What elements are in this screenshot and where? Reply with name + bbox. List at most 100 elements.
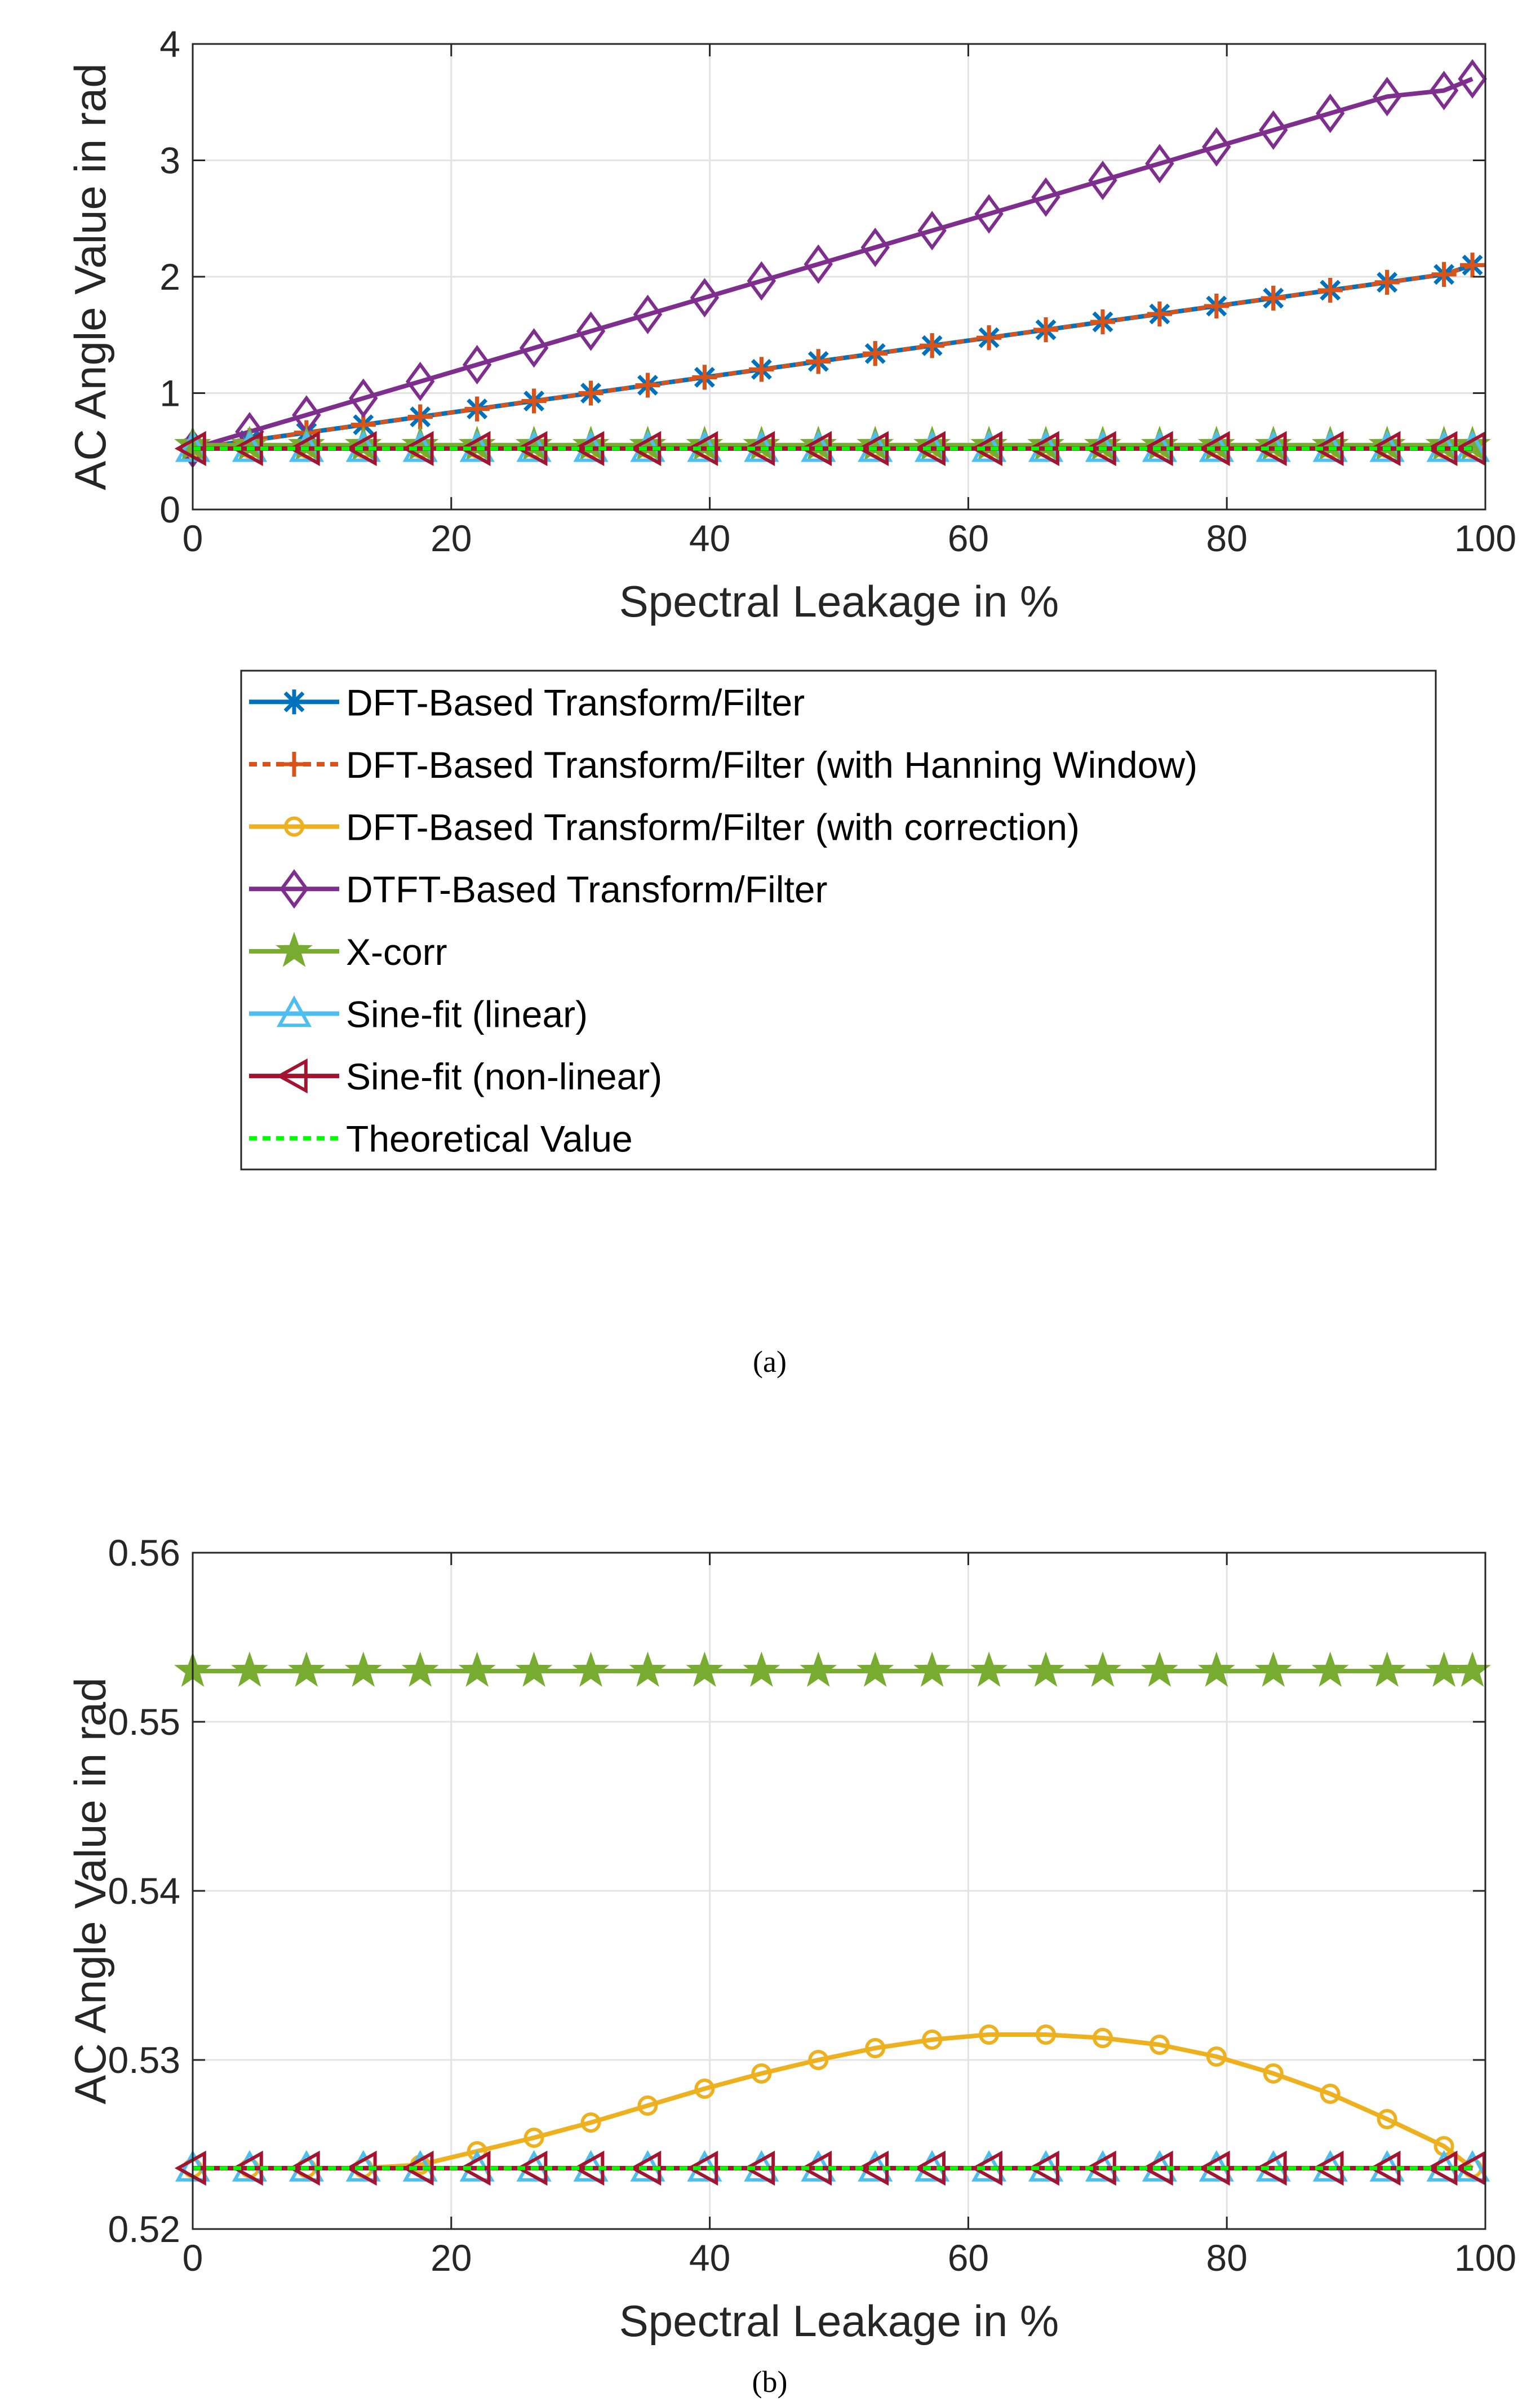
- data-point-hanning-5: [464, 396, 490, 422]
- data-point-hanning-9: [692, 365, 717, 390]
- ticks: 0 20 40 60 80 100 0 1 2 3 4: [159, 23, 1516, 559]
- legend-label-xcorr: X-corr: [346, 931, 447, 973]
- data-point-correction-11: [808, 2050, 829, 2070]
- data-point-correction-12: [865, 2038, 886, 2058]
- data-point-hanning-8: [635, 373, 660, 398]
- data-point-xcorr-7: [572, 1651, 610, 1687]
- data-point-sine_nonlinear-20: [1312, 2150, 1344, 2186]
- data-point-xcorr-23: [1454, 1651, 1491, 1687]
- data-point-dtft-6: [519, 328, 549, 368]
- data-point-dtft-22: [1429, 70, 1459, 110]
- data-point-xcorr-12: [856, 1651, 894, 1687]
- y-tick-label-0: 0.52: [108, 2208, 180, 2250]
- data-point-dtft-8: [633, 294, 663, 334]
- x-tick-label-2: 40: [689, 517, 730, 559]
- legend-box: [240, 670, 1437, 1171]
- data-point-xcorr-5: [458, 1651, 496, 1687]
- legend-marker-xcorr: [276, 932, 313, 967]
- legend-label-correction: DFT-Based Transform/Filter (with correct…: [346, 807, 1080, 848]
- data-point-dtft-13: [917, 211, 947, 251]
- data-point-sine_nonlinear-10: [743, 2150, 775, 2186]
- data-point-hanning-14: [977, 325, 1002, 351]
- data-point-sine_nonlinear-14: [970, 2150, 1002, 2186]
- data-point-correction-21: [1377, 2109, 1397, 2129]
- legend-marker-sine_linear: [276, 995, 312, 1027]
- data-point-hanning-16: [1090, 309, 1115, 335]
- data-point-dtft-5: [462, 345, 492, 385]
- legend-entry-sine_linear: Sine-fit (linear): [249, 993, 588, 1035]
- legend-label-hanning: DFT-Based Transform/Filter (with Hanning…: [346, 744, 1197, 786]
- x-tick-label-0: 0: [183, 517, 203, 559]
- caption-b: (b): [752, 2365, 788, 2399]
- x-tick-label-2: 40: [689, 2237, 730, 2279]
- y-tick-label-0: 0: [159, 489, 180, 530]
- data-point-dtft-4: [406, 361, 435, 401]
- y-tick-label-1: 1: [159, 373, 180, 414]
- data-point-dtft-18: [1202, 127, 1231, 167]
- legend-entry-hanning: DFT-Based Transform/Filter (with Hanning…: [249, 744, 1197, 786]
- data-point-sine_nonlinear-15: [1027, 2150, 1059, 2186]
- data-point-dtft-9: [690, 278, 720, 318]
- data-point-correction-10: [751, 2063, 772, 2084]
- data-point-xcorr-20: [1311, 1651, 1349, 1687]
- data-point-correction-7: [580, 2112, 601, 2133]
- data-point-sine_nonlinear-19: [1255, 2150, 1287, 2186]
- data-point-hanning-6: [521, 388, 547, 414]
- data-point-correction-14: [979, 2024, 1000, 2045]
- y-tick-label-4: 4: [159, 23, 180, 65]
- data-point-correction-18: [1206, 2046, 1227, 2067]
- data-point-hanning-13: [920, 333, 945, 358]
- x-axis-label: Spectral Leakage in %: [619, 2296, 1059, 2346]
- data-point-sine_nonlinear-5: [459, 431, 491, 466]
- data-point-sine_nonlinear-15: [1027, 431, 1059, 466]
- data-point-xcorr-13: [913, 1651, 951, 1687]
- data-point-xcorr-4: [401, 1651, 439, 1687]
- data-point-hanning-4: [407, 404, 433, 429]
- data-point-hanning-19: [1261, 285, 1286, 311]
- data-point-dtft-12: [860, 227, 890, 268]
- ticks: 0 20 40 60 80 100 0.52 0.53 0.54 0.55 0.56: [108, 1532, 1517, 2279]
- data-point-hanning-11: [806, 349, 831, 374]
- y-axis-label: AC Angle Value in rad: [65, 63, 115, 490]
- data-point-dtft-7: [576, 311, 606, 351]
- data-point-dtft-19: [1259, 110, 1288, 150]
- legend-label-sine_nonlinear: Sine-fit (non-linear): [346, 1056, 662, 1097]
- legend-entry-correction: DFT-Based Transform/Filter (with correct…: [249, 807, 1080, 848]
- data-point-sine_nonlinear-0: [174, 2150, 206, 2186]
- data-point-dtft-14: [974, 194, 1004, 234]
- legend: DFT-Based Transform/Filter DFT-Based Tran…: [240, 670, 1437, 1171]
- data-point-hanning-22: [1431, 262, 1457, 287]
- data-point-sine_nonlinear-19: [1255, 431, 1287, 466]
- data-point-xcorr-6: [515, 1651, 553, 1687]
- data-point-sine_nonlinear-20: [1312, 431, 1344, 466]
- legend-entry-theoretical: Theoretical Value: [249, 1118, 633, 1160]
- data-point-xcorr-19: [1254, 1651, 1292, 1687]
- data-point-correction-8: [637, 2095, 658, 2116]
- data-point-correction-6: [523, 2128, 544, 2148]
- data-point-correction-19: [1263, 2063, 1284, 2084]
- data-point-hanning-20: [1317, 277, 1343, 303]
- data-point-correction-15: [1036, 2024, 1057, 2045]
- data-point-correction-16: [1092, 2028, 1113, 2048]
- data-point-correction-13: [922, 2030, 943, 2050]
- legend-marker-correction: [284, 816, 304, 837]
- data-point-sine_nonlinear-23: [1454, 2150, 1486, 2186]
- y-tick-label-2: 0.54: [108, 1870, 180, 1912]
- data-point-hanning-10: [749, 357, 774, 382]
- data-point-correction-17: [1149, 2035, 1170, 2055]
- data-point-sine_nonlinear-9: [686, 431, 718, 466]
- legend-entry-dtft: DTFT-Based Transform/Filter: [249, 869, 828, 910]
- data-point-sine_nonlinear-5: [459, 2150, 491, 2186]
- x-tick-label-0: 0: [183, 2237, 203, 2279]
- data-point-xcorr-18: [1197, 1651, 1235, 1687]
- data-point-dtft-15: [1031, 177, 1060, 217]
- data-point-sine_nonlinear-4: [402, 2150, 434, 2186]
- x-axis-label: Spectral Leakage in %: [619, 577, 1059, 626]
- data-point-dtft-11: [804, 244, 833, 284]
- data-point-hanning-17: [1147, 302, 1172, 327]
- data-point-dtft-17: [1145, 144, 1174, 184]
- data-point-sine_nonlinear-9: [686, 2150, 718, 2186]
- x-tick-label-5: 100: [1454, 517, 1516, 559]
- x-tick-label-4: 80: [1206, 2237, 1247, 2279]
- y-tick-label-3: 3: [159, 140, 180, 181]
